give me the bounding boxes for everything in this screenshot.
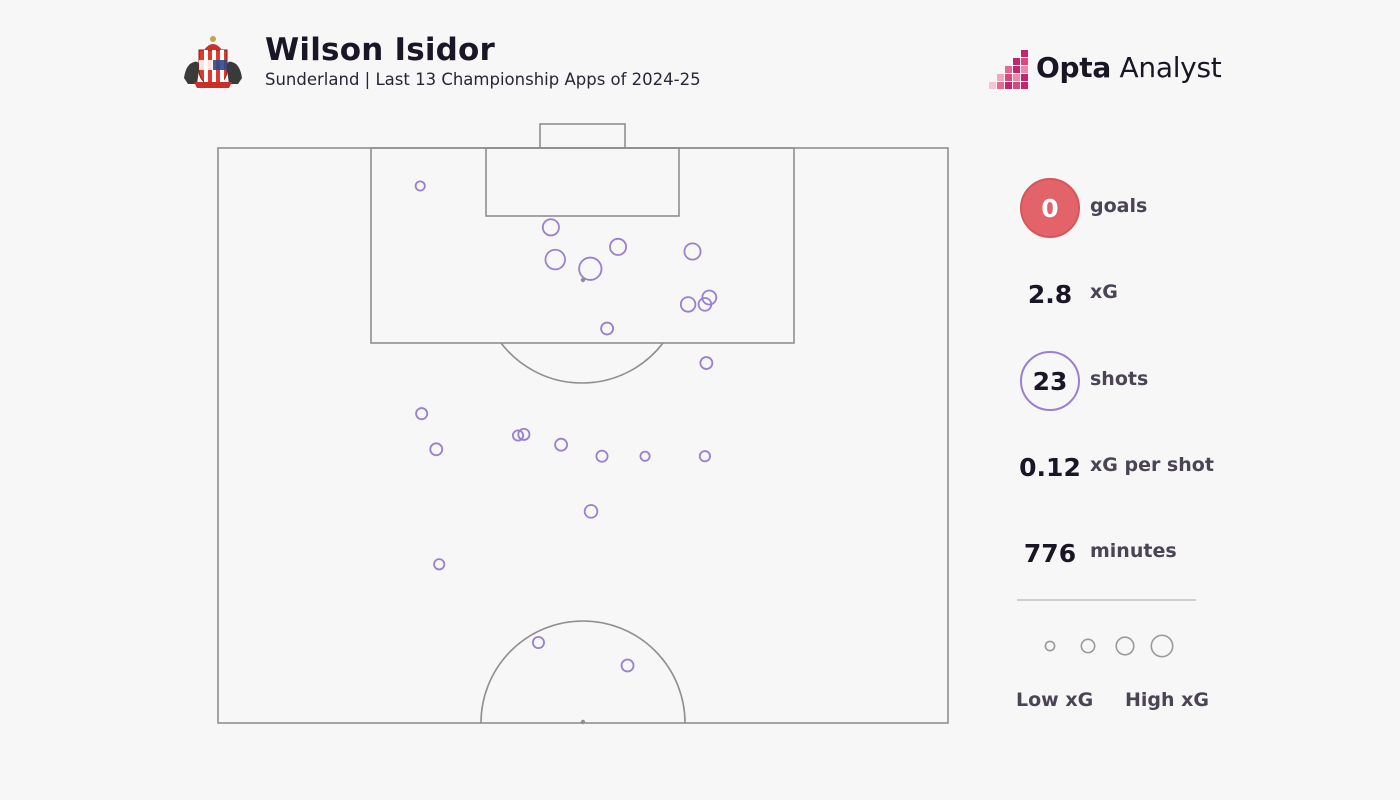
shot-marker-13 (429, 442, 444, 457)
shot-marker-14 (511, 429, 525, 442)
shot-marker-16 (554, 437, 569, 452)
shot-marker-18 (639, 450, 651, 462)
stat-goals-value: 0 (1020, 178, 1080, 238)
stat-xg-value: 2.8 (1027, 279, 1073, 309)
stat-minutes-label: minutes (1090, 540, 1177, 562)
centre-circle (480, 620, 686, 724)
stat-minutes: 776 minutes (1010, 521, 1230, 585)
page-subtitle: Sunderland | Last 13 Championship Apps o… (265, 70, 701, 89)
sunderland-crest-icon (184, 36, 242, 88)
shot-marker-1 (414, 180, 426, 192)
shot-marker-3 (544, 248, 566, 271)
stat-goals-label: goals (1090, 195, 1148, 217)
shot-marker-10 (600, 321, 614, 336)
stat-xg-per-shot: 0.12 xG per shot (1010, 435, 1230, 499)
shot-map (217, 123, 949, 725)
stat-xg-per-shot-label: xG per shot (1090, 454, 1214, 476)
legend-high-label: High xG (1125, 689, 1210, 711)
shot-marker-20 (583, 504, 599, 519)
shot-marker-7 (679, 296, 697, 313)
shot-marker-22 (531, 636, 545, 650)
shot-marker-5 (609, 237, 628, 256)
shot-marker-9 (701, 289, 718, 306)
stat-xg-per-shot-value: 0.12 (1019, 452, 1081, 482)
goal (539, 123, 626, 149)
pitch-markings (217, 123, 949, 724)
shot-marker-19 (698, 450, 711, 463)
page-title: Wilson Isidor (265, 32, 496, 68)
brand-name: Opta Analyst (1036, 51, 1222, 84)
legend-size-circle-1 (1044, 640, 1056, 652)
penalty-area (370, 147, 795, 344)
shot-marker-23 (620, 658, 635, 673)
stat-xg: 2.8 xG (1010, 262, 1230, 326)
stats-divider (1017, 599, 1196, 601)
pitch-outline (217, 147, 949, 724)
legend-size-circle-3 (1115, 636, 1135, 656)
xg-size-legend (1044, 634, 1174, 658)
shot-marker-12 (415, 407, 429, 421)
shot-marker-21 (433, 558, 446, 571)
six-yard-box (485, 147, 680, 217)
stat-xg-label: xG (1090, 281, 1118, 303)
legend-size-circle-2 (1080, 638, 1096, 654)
shot-marker-11 (699, 356, 714, 370)
shot-marker-6 (683, 242, 702, 261)
shot-marker-2 (541, 218, 560, 237)
shot-marker-15 (517, 427, 531, 441)
shot-marker-4 (578, 256, 603, 281)
stat-shots-label: shots (1090, 368, 1149, 390)
legend-low-label: Low xG (1016, 689, 1094, 711)
shots-layer (414, 180, 718, 673)
stat-minutes-value: 776 (1023, 538, 1077, 568)
stat-shots: 23 shots (1010, 349, 1230, 413)
centre-spot (580, 719, 586, 725)
opta-analyst-logo-icon (989, 50, 1028, 89)
shot-marker-17 (595, 449, 609, 463)
stat-shots-value: 23 (1020, 351, 1080, 411)
penalty-arc (500, 342, 664, 384)
brand-logo: Opta Analyst (988, 46, 1222, 90)
legend-size-circle-4 (1150, 634, 1174, 658)
stat-goals: 0 goals (1010, 176, 1230, 240)
